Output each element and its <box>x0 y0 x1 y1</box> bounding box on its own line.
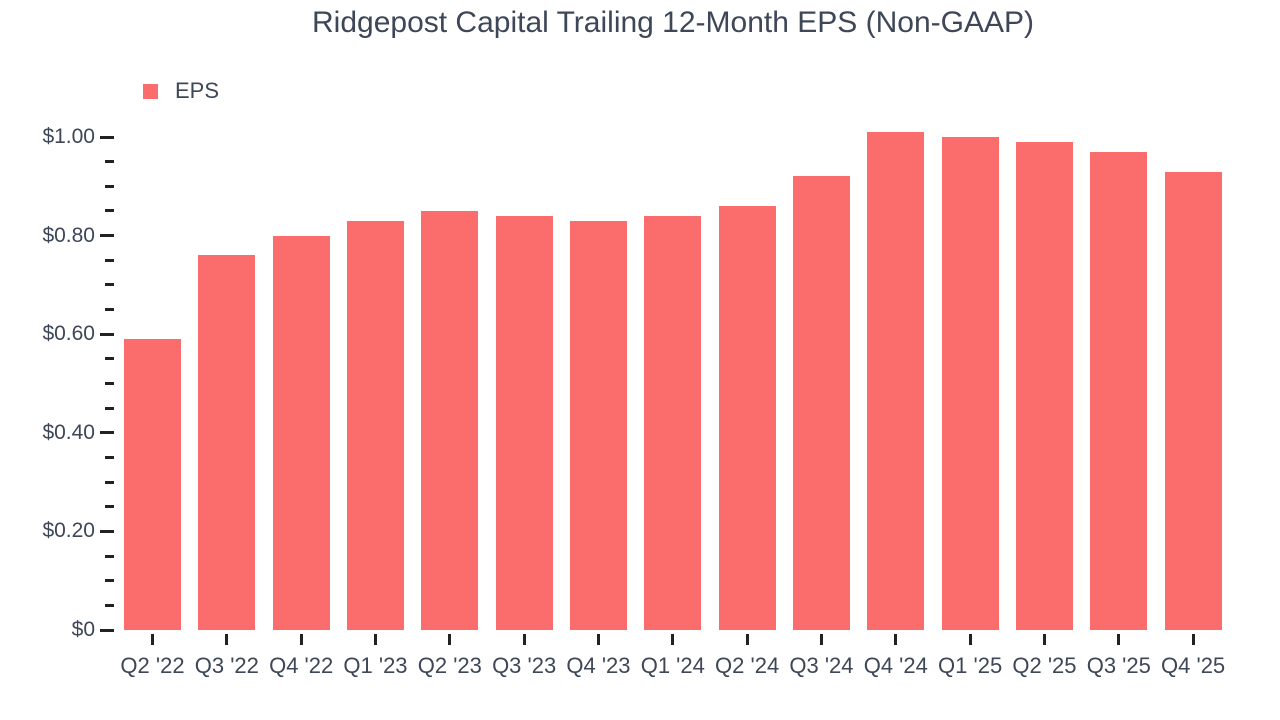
x-axis-tick-label: Q3 '23 <box>492 653 557 678</box>
y-axis-minor-tick <box>105 382 114 385</box>
y-axis-minor-tick <box>105 480 114 484</box>
y-axis-tick-label: $0 <box>71 618 95 641</box>
y-axis-minor-tick <box>105 554 114 558</box>
x-axis-tick <box>299 634 303 645</box>
x-axis-tick <box>894 634 898 645</box>
x-axis-tick <box>968 634 972 645</box>
x-axis-tick-label: Q3 '22 <box>194 653 259 678</box>
legend: EPS <box>143 78 219 104</box>
y-axis-major-tick <box>100 529 114 533</box>
bar[interactable] <box>1164 171 1222 630</box>
y-axis-minor-tick <box>105 258 114 262</box>
y-axis-major-tick <box>100 332 114 336</box>
x-axis-tick <box>522 634 526 645</box>
bar[interactable] <box>198 255 256 630</box>
x-axis-tick <box>745 634 749 645</box>
bar[interactable] <box>792 176 850 630</box>
legend-item-eps[interactable]: EPS <box>143 78 219 104</box>
x-axis-tick-label: Q2 '24 <box>715 653 780 678</box>
y-axis-minor-tick <box>105 160 114 164</box>
y-axis-tick-label: $0.80 <box>42 223 95 247</box>
x-axis-tick <box>1042 634 1046 645</box>
x-axis-tick <box>1191 634 1195 645</box>
bar[interactable] <box>941 137 999 630</box>
y-axis-tick-label: $0.60 <box>42 322 95 346</box>
x-axis-tick <box>151 634 154 645</box>
bar[interactable] <box>1015 141 1073 630</box>
y-axis-minor-tick <box>105 579 114 583</box>
x-axis-tick <box>373 634 377 645</box>
y-axis-minor-tick <box>105 406 114 410</box>
y-axis-minor-tick <box>105 184 114 188</box>
x-axis-tick-label: Q1 '25 <box>938 653 1003 678</box>
legend-swatch-icon <box>143 83 158 99</box>
y-axis-major-tick <box>100 234 114 238</box>
x-axis-tick-label: Q3 '24 <box>789 653 854 678</box>
y-axis-major-tick <box>100 135 114 139</box>
y-axis-minor-tick <box>105 455 114 459</box>
x-axis-tick <box>225 634 229 645</box>
x-axis-tick-label: Q1 '23 <box>343 653 408 678</box>
x-axis-tick-label: Q4 '23 <box>566 653 631 678</box>
x-axis-tick <box>1117 634 1121 645</box>
y-axis-tick-label: $1.00 <box>42 125 95 148</box>
bar[interactable] <box>867 132 925 630</box>
y-axis-minor-tick <box>105 209 114 213</box>
bar[interactable] <box>272 235 330 630</box>
legend-item-label: EPS <box>175 78 220 103</box>
x-axis-tick <box>596 634 600 645</box>
bar[interactable] <box>644 215 702 630</box>
bar[interactable] <box>346 220 404 630</box>
y-axis-tick-label: $0.40 <box>42 420 95 444</box>
x-axis-tick-label: Q4 '24 <box>863 653 928 678</box>
y-axis-minor-tick <box>105 283 114 287</box>
y-axis-major-tick <box>100 431 114 435</box>
y-axis-major-tick <box>100 628 114 632</box>
x-axis-tick-label: Q4 '25 <box>1161 653 1226 678</box>
y-axis-tick-label: $0.20 <box>42 519 95 543</box>
y-axis-minor-tick <box>105 505 114 509</box>
x-axis-tick <box>819 634 823 645</box>
y-axis-minor-tick <box>105 603 114 607</box>
bar[interactable] <box>569 220 627 630</box>
bar[interactable] <box>124 339 181 630</box>
bar[interactable] <box>421 210 479 630</box>
x-axis-tick-label: Q2 '22 <box>120 653 185 678</box>
x-axis-tick-label: Q3 '25 <box>1086 653 1151 678</box>
x-axis-tick <box>671 634 675 645</box>
bar[interactable] <box>718 206 776 630</box>
bar[interactable] <box>1090 151 1148 630</box>
x-axis-tick-label: Q2 '23 <box>417 653 482 678</box>
chart-title: Ridgepost Capital Trailing 12-Month EPS … <box>312 6 1034 39</box>
x-axis-tick-label: Q2 '25 <box>1012 653 1077 678</box>
bar[interactable] <box>495 215 553 630</box>
x-axis-tick-label: Q4 '22 <box>269 653 334 678</box>
x-axis-tick-label: Q1 '24 <box>640 653 705 678</box>
y-axis-minor-tick <box>105 357 114 361</box>
y-axis-minor-tick <box>105 308 114 312</box>
x-axis-tick <box>448 634 452 645</box>
